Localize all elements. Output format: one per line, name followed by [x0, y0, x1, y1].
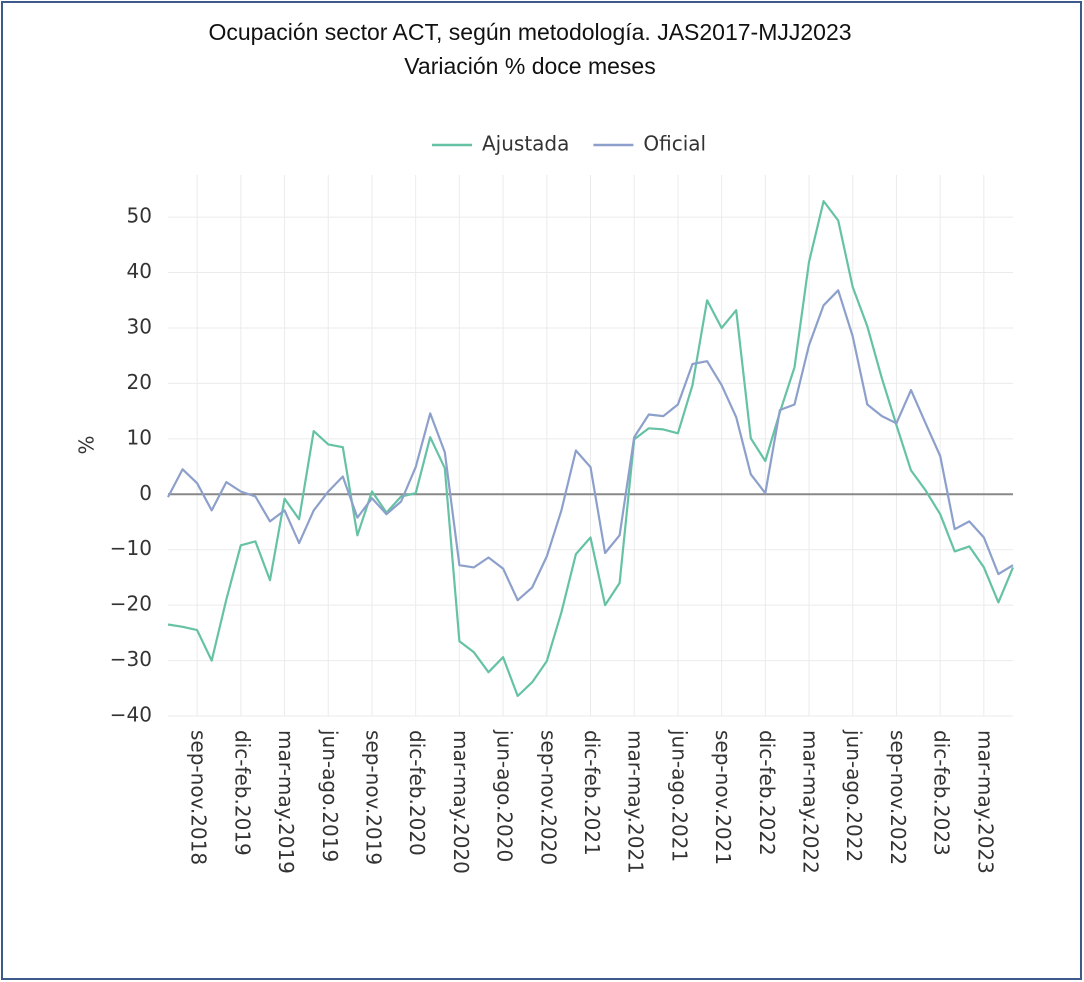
y-tick-label: −10	[110, 536, 152, 560]
x-tick-label: jun-ago.2019	[318, 729, 342, 862]
legend-label: Oficial	[643, 132, 706, 156]
legend-label: Ajustada	[482, 132, 569, 156]
x-tick-label: sep-nov.2020	[536, 730, 560, 865]
y-tick-label: −40	[110, 703, 152, 727]
y-tick-label: 30	[127, 314, 152, 338]
x-tick-label: sep-nov.2019	[361, 730, 385, 865]
x-tick-label: dic-feb.2020	[405, 730, 429, 856]
x-tick-label: jun-ago.2022	[842, 729, 866, 862]
x-tick-label: dic-feb.2023	[930, 730, 954, 856]
x-tick-label: mar-may.2022	[799, 730, 823, 874]
chart-subtitle: Variación % doce meses	[404, 53, 655, 79]
x-tick-label: jun-ago.2021	[667, 729, 691, 862]
y-tick-label: 50	[127, 204, 152, 228]
y-tick-label: −30	[110, 647, 152, 671]
x-tick-label: mar-may.2020	[449, 730, 473, 874]
x-tick-label: dic-feb.2021	[580, 730, 604, 856]
y-axis-label: %	[75, 435, 99, 454]
x-tick-label: mar-may.2019	[274, 730, 298, 874]
y-tick-label: 10	[127, 425, 152, 449]
x-tick-label: dic-feb.2019	[230, 730, 254, 856]
y-tick-label: −20	[110, 592, 152, 616]
x-tick-label: jun-ago.2020	[493, 729, 517, 862]
x-tick-label: sep-nov.2021	[711, 730, 735, 865]
line-series	[167, 289, 1014, 602]
x-tick-label: sep-nov.2018	[187, 730, 211, 865]
x-tick-label: sep-nov.2022	[886, 730, 910, 865]
chart-title: Ocupación sector ACT, según metodología.…	[208, 19, 851, 45]
y-tick-label: 0	[139, 481, 152, 505]
y-tick-label: 40	[127, 259, 152, 283]
x-tick-label: mar-may.2021	[624, 730, 648, 874]
x-tick-label: mar-may.2023	[973, 730, 997, 874]
y-tick-label: 20	[127, 370, 152, 394]
x-tick-label: dic-feb.2022	[755, 730, 779, 856]
line-series	[167, 200, 1015, 698]
